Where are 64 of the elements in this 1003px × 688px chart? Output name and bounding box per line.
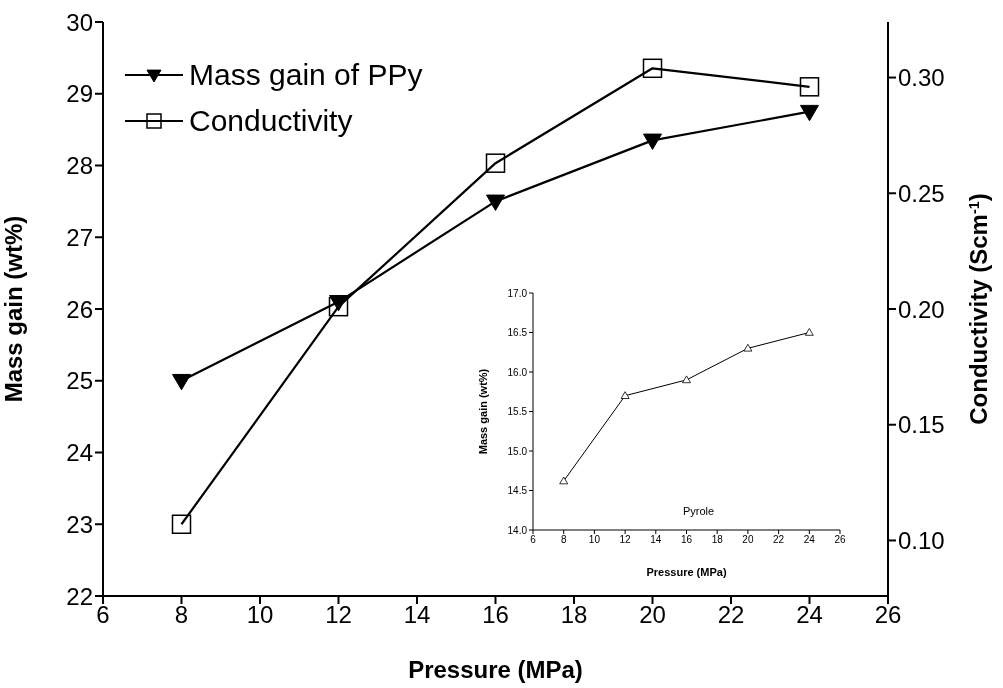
point: [799, 77, 820, 97]
y2-tick-label: 0.10: [898, 526, 945, 554]
y-tick-label: 22: [66, 582, 93, 610]
point: [804, 328, 814, 336]
annotation: Pyrole: [683, 505, 715, 517]
x-axis-title: Pressure (MPa): [408, 656, 583, 683]
x-tick-label: 18: [711, 534, 724, 546]
x-tick-label: 16: [680, 534, 693, 546]
point: [559, 476, 569, 485]
x-tick-label: 14: [650, 534, 662, 546]
point: [643, 133, 662, 150]
x-tick-label: 12: [325, 601, 352, 629]
y-tick-label: 24: [66, 439, 93, 467]
point: [642, 58, 663, 79]
y-tick-label: 30: [66, 8, 93, 36]
x-tick-label: 8: [560, 534, 567, 546]
y2-tick-label: 0.30: [898, 64, 945, 92]
x-tick-label: 20: [742, 534, 754, 546]
x-tick-label: 24: [796, 601, 823, 629]
y2-tick-label: 0.25: [898, 179, 945, 207]
point: [172, 373, 191, 391]
y-tick-label: 16.0: [507, 366, 528, 378]
x-tick-label: 12: [619, 534, 632, 546]
x-tick-label: 8: [174, 601, 189, 629]
y-tick-label: 27: [66, 223, 93, 251]
legend-label: Conductivity: [189, 104, 353, 138]
y2-tick-label: 0.20: [898, 295, 945, 323]
x-tick-label: 16: [482, 601, 509, 629]
y-axis-title: Mass gain (wt%): [0, 215, 27, 403]
x-tick-label: 22: [717, 601, 745, 629]
y-tick-label: 14.0: [507, 524, 528, 536]
y-tick-label: 15.5: [507, 406, 528, 418]
y-tick-label: 16.5: [507, 327, 528, 339]
x-tick-label: 20: [639, 601, 666, 629]
x-tick-label: 22: [773, 534, 785, 546]
point: [800, 104, 819, 122]
point: [743, 343, 753, 352]
y-tick-label: 26: [66, 295, 93, 323]
x-axis-title: Pressure (MPa): [646, 566, 727, 578]
point: [486, 194, 505, 211]
y2-tick-label: 0.15: [898, 411, 945, 439]
y-tick-label: 29: [66, 80, 93, 108]
point: [682, 375, 691, 384]
x-tick-label: 10: [246, 601, 274, 629]
x-tick-label: 18: [560, 601, 588, 629]
y-tick-label: 15.0: [507, 445, 528, 457]
y-tick-label: 28: [66, 152, 93, 180]
y-tick-label: 25: [66, 367, 93, 395]
x-tick-label: 14: [403, 601, 431, 629]
x-tick-label: 10: [588, 534, 601, 546]
legend-label: Mass gain of PPy: [189, 58, 423, 92]
x-tick-label: 6: [96, 601, 110, 629]
point: [171, 514, 192, 534]
x-tick-label: 24: [803, 534, 816, 546]
point: [328, 296, 349, 317]
y-axis-title: Mass gain (wt%): [477, 368, 489, 455]
x-tick-label: 26: [874, 601, 902, 629]
y-tick-label: 14.5: [507, 485, 528, 497]
point: [620, 391, 630, 399]
x-tick-label: 6: [530, 534, 537, 546]
point: [485, 153, 506, 173]
y-tick-label: 23: [66, 510, 93, 538]
y-tick-label: 17.0: [507, 287, 528, 299]
x-tick-label: 26: [834, 534, 846, 546]
